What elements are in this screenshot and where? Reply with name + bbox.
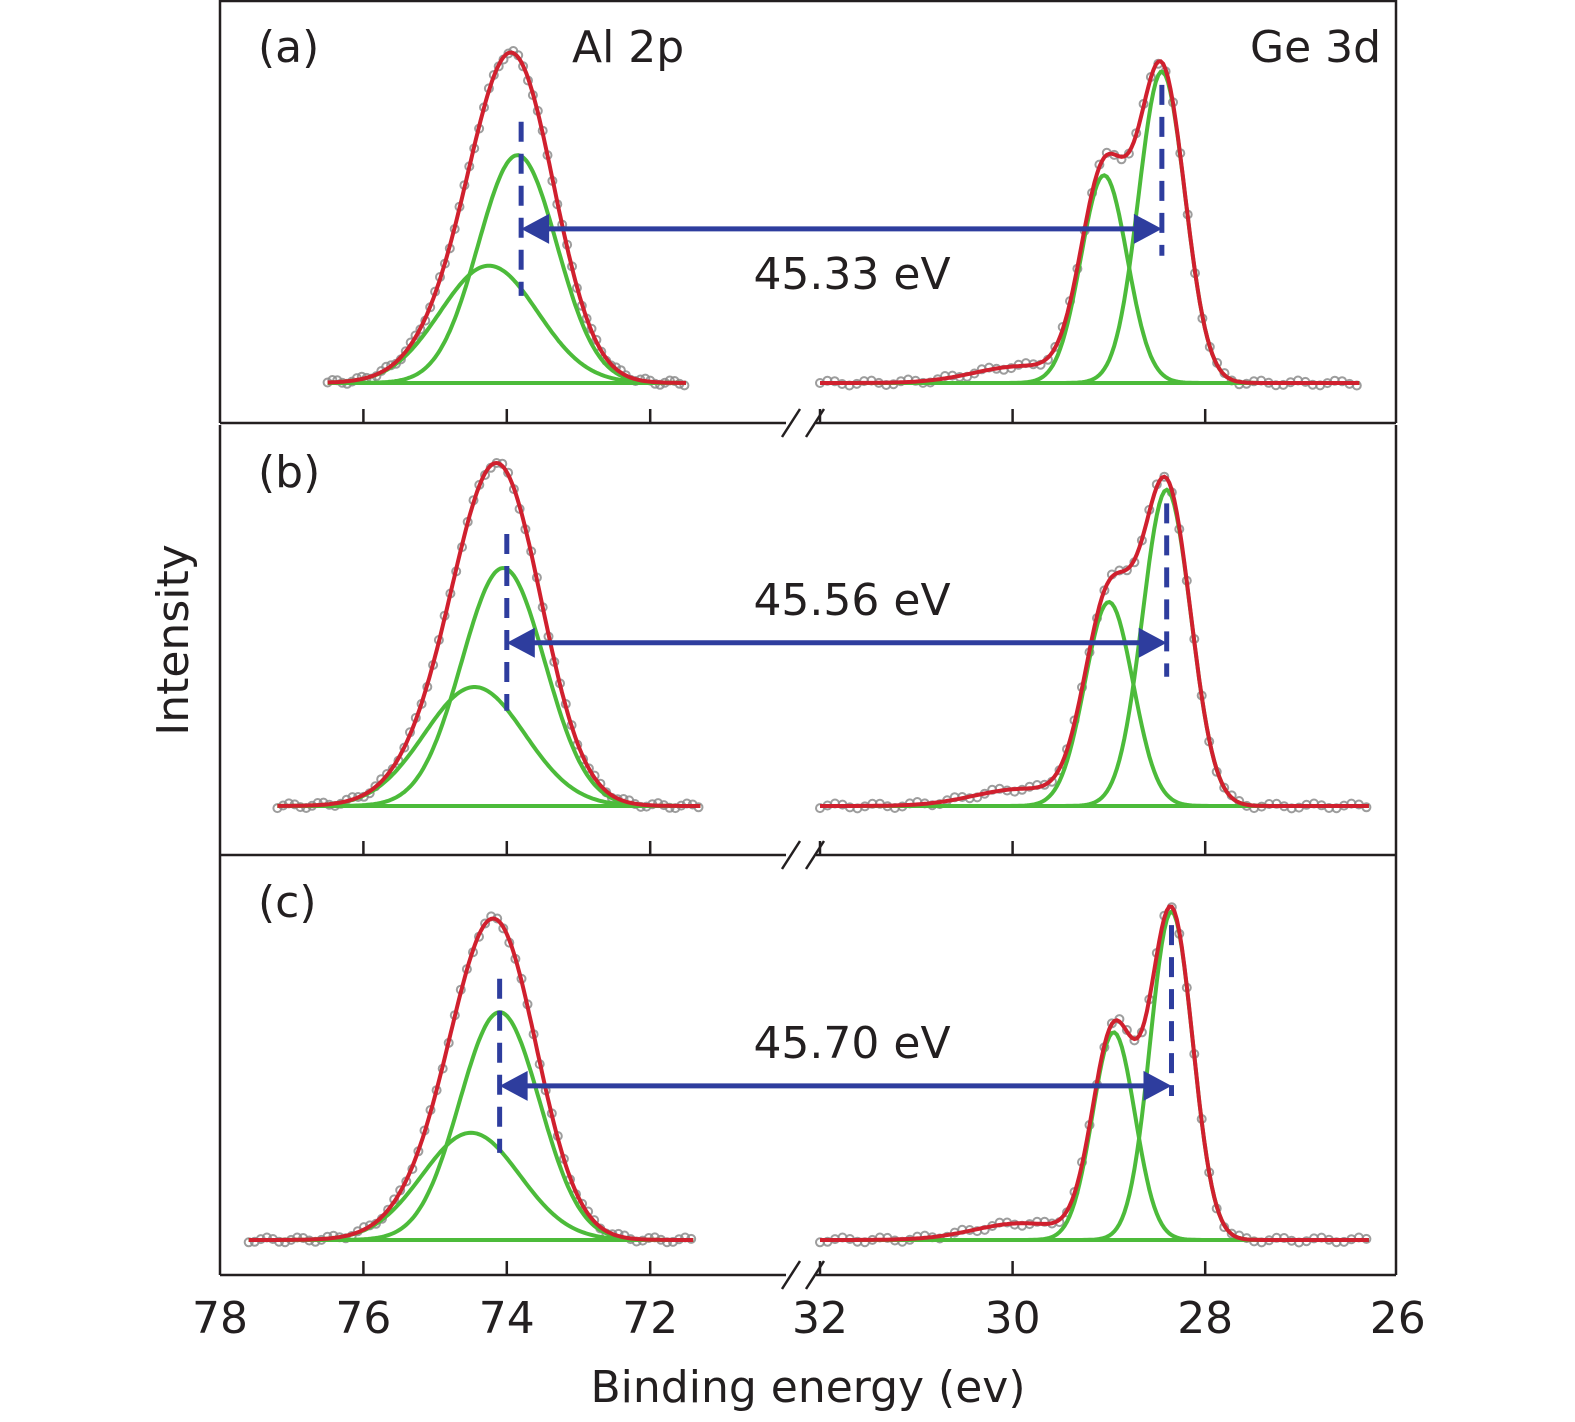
al2p-component-peak: [277, 685, 701, 808]
axis-layer: 78 76 74 72 32 30 28 26: [192, 1293, 1426, 1344]
separation-label: 45.70 eV: [753, 1018, 950, 1069]
separation-arrow-head-left: [499, 1070, 528, 1101]
region-label-ge3d: Ge 3d: [1250, 22, 1381, 73]
ge3d-component-peak: [820, 909, 1369, 1242]
al2p-envelope-fit: [277, 460, 701, 808]
axis-break-mark: [780, 1260, 802, 1290]
separation-arrow-head-left: [521, 213, 550, 244]
panel-a: (a) 45.33 eV: [218, 0, 1398, 438]
x-tick-label: 74: [479, 1293, 535, 1344]
region-label-al2p: Al 2p: [572, 22, 684, 73]
separation-label: 45.33 eV: [753, 249, 950, 300]
x-tick-label: 30: [985, 1293, 1041, 1344]
x-axis-label: Binding energy (ev): [591, 1362, 1026, 1413]
separation-arrow-head-left: [506, 627, 535, 658]
data-point: [1129, 1035, 1140, 1046]
ge3d-component-peak: [820, 487, 1369, 808]
panel-label: (c): [258, 877, 317, 928]
panels-layer: (a) 45.33 eV (b) 45.56 eV (c) 45.70 eV: [218, 0, 1398, 1290]
ge3d-envelope-fit: [820, 904, 1369, 1242]
data-point: [480, 918, 491, 929]
x-tick-label: 28: [1177, 1293, 1233, 1344]
panel-c: (c) 45.70 eV: [218, 855, 1398, 1290]
x-tick-label: 32: [792, 1293, 848, 1344]
axis-break-mark: [780, 840, 802, 870]
al2p-envelope-fit: [248, 916, 694, 1242]
al2p-component-peak: [327, 263, 686, 385]
x-tick-label: 78: [192, 1293, 248, 1344]
al2p-component-peak: [248, 1130, 694, 1242]
separation-arrow-head-right: [1138, 627, 1167, 658]
x-tick-label: 76: [335, 1293, 391, 1344]
al2p-component-peak: [248, 1010, 694, 1242]
separation-label: 45.56 eV: [753, 575, 950, 626]
al2p-envelope-fit: [327, 50, 686, 385]
panel-label: (b): [258, 447, 320, 498]
axis-break-mark: [780, 408, 802, 438]
separation-arrow-head-right: [1143, 1070, 1172, 1101]
x-tick-label: 72: [622, 1293, 678, 1344]
al2p-component-peak: [327, 153, 686, 385]
al2p-component-peak: [277, 566, 701, 808]
ge3d-envelope-fit: [820, 474, 1369, 808]
y-axis-label: Intensity: [148, 544, 199, 736]
panel-label: (a): [258, 22, 319, 73]
ge3d-envelope-fit: [820, 59, 1360, 385]
x-tick-label: 26: [1370, 1293, 1426, 1344]
panel-b: (b) 45.56 eV: [218, 425, 1398, 870]
separation-arrow-head-right: [1133, 213, 1162, 244]
